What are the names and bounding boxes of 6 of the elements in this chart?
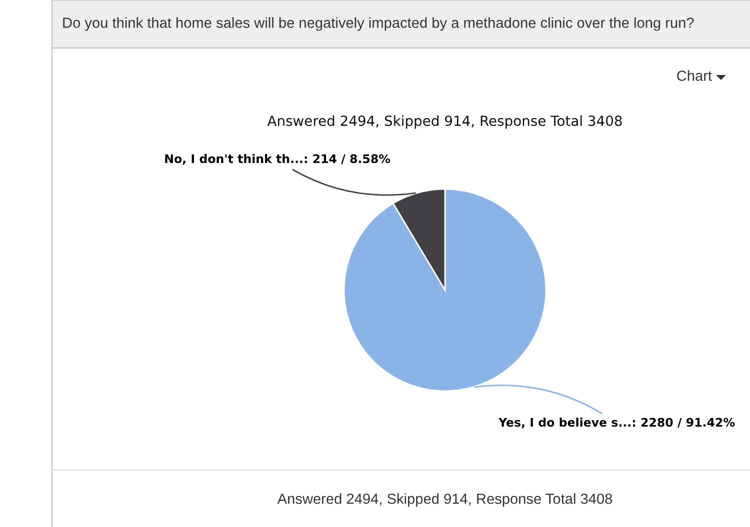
chart-subtitle: Answered 2494, Skipped 914, Response Total 3408: [267, 115, 622, 129]
text: Answered 2494, Skipped 914, Response Total 3408: [277, 493, 612, 507]
text: Chart: [677, 70, 712, 81]
chart-title: Do you think that home sales will be negatively impacted by a methadone clinic over the long run?: [63, 17, 694, 31]
slice-label: No, I don't think th...: 214 / 8.58%: [165, 154, 390, 165]
slice-label: Yes, I do believe s...: 2280 / 91.42%: [498, 418, 735, 428]
